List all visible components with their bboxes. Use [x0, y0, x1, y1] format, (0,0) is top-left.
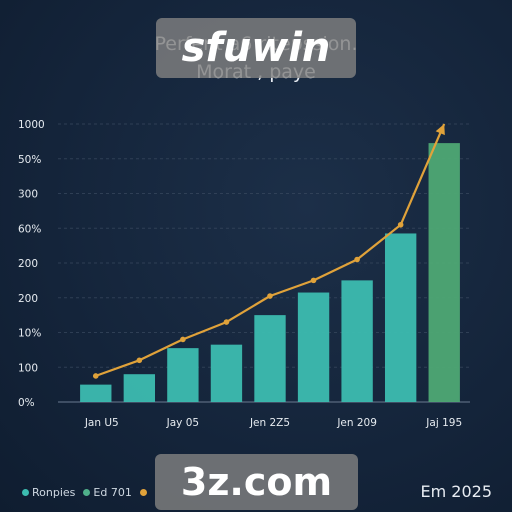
legend-swatch	[22, 488, 29, 496]
trend-point	[267, 293, 273, 299]
y-tick-label: 0%	[18, 397, 35, 409]
bar	[80, 384, 112, 402]
date-note: Em 2025	[420, 482, 493, 501]
watermark-top: sfuwin	[156, 18, 356, 78]
bar	[123, 374, 156, 402]
y-tick-label: 200	[18, 293, 38, 305]
legend-label: Ronpies	[32, 485, 76, 499]
legend-item	[139, 488, 147, 496]
bar	[167, 348, 199, 402]
trend-point	[223, 319, 230, 325]
x-tick-label: Jen 209	[336, 417, 377, 429]
bar	[254, 315, 286, 402]
y-tick-label: 100	[18, 362, 38, 374]
trend-point	[136, 357, 143, 364]
bar	[428, 143, 460, 403]
trend-point	[397, 221, 404, 228]
trend-point	[310, 277, 317, 284]
y-tick-label: 60%	[18, 223, 41, 235]
bar	[297, 292, 330, 402]
bar	[341, 280, 373, 402]
watermark-bottom: 3z.com	[155, 454, 358, 510]
y-tick-label: 300	[18, 189, 38, 201]
y-tick-label: 50%	[18, 154, 41, 166]
bar	[384, 233, 417, 402]
legend-item: Ronpies	[22, 486, 75, 499]
y-tick-label: 10%	[18, 328, 41, 340]
y-tick-label: 1000	[18, 119, 45, 131]
legend-label: Ed 701	[93, 485, 132, 499]
legend-swatch	[139, 488, 147, 496]
trend-point	[180, 336, 186, 343]
y-tick-label: 200	[18, 258, 38, 270]
x-tick-label: Jaj 195	[425, 417, 462, 429]
trend-point	[354, 256, 360, 263]
legend: Ronpies Ed 701	[22, 484, 147, 500]
x-tick-label: Jan U5	[84, 417, 119, 429]
trend-arrowhead	[435, 124, 445, 136]
legend-swatch	[83, 488, 91, 496]
legend-item: Ed 701	[83, 485, 132, 499]
trend-point	[92, 373, 99, 379]
x-tick-label: Jen 2Z5	[249, 417, 290, 429]
bar	[210, 344, 243, 402]
x-tick-label: Jay 05	[166, 417, 199, 429]
